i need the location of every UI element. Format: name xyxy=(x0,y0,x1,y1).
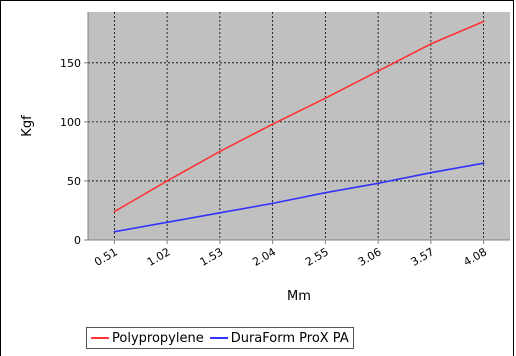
data-point xyxy=(324,97,327,100)
y-tick-label: 100 xyxy=(60,116,81,129)
data-point xyxy=(324,191,327,194)
series-line-duraform xyxy=(114,162,484,233)
y-axis: 0 50 100 150 xyxy=(60,12,89,247)
x-tick-label: 1.53 xyxy=(198,245,226,269)
data-point xyxy=(166,221,168,224)
legend-swatch-duraform xyxy=(209,337,228,339)
plot-area xyxy=(88,12,510,240)
data-point xyxy=(219,212,221,214)
legend: Polypropylene DuraForm ProX PA xyxy=(86,327,354,349)
data-point xyxy=(377,182,379,185)
series-line-polypropylene xyxy=(113,20,484,213)
x-axis-label: Mm xyxy=(287,289,311,304)
data-point xyxy=(482,162,485,165)
data-point xyxy=(430,43,432,45)
x-axis: 0.51 1.02 1.53 2.04 2.55 3.06 3.57 4.08 xyxy=(88,239,510,269)
data-point xyxy=(271,123,274,126)
data-point xyxy=(377,70,379,72)
y-tick-label: 0 xyxy=(74,234,81,247)
legend-swatch-polypropylene xyxy=(91,337,109,339)
legend-label-polypropylene: Polypropylene xyxy=(112,330,204,346)
x-tick-label: 4.08 xyxy=(461,245,489,269)
data-point xyxy=(113,230,116,233)
x-tick-label: 1.02 xyxy=(145,245,173,269)
y-axis-label: Kgf xyxy=(20,115,35,137)
line-chart: 0 50 100 150 0.51 1.02 1.53 2.04 2.55 3.06 3.57 4.… xyxy=(20,12,510,304)
data-point xyxy=(166,180,168,182)
grid-lines xyxy=(88,12,510,241)
x-tick-label: 0.51 xyxy=(92,245,120,269)
data-point xyxy=(430,171,432,174)
legend-label-duraform: DuraForm ProX PA xyxy=(230,330,349,346)
y-tick-label: 150 xyxy=(60,57,81,70)
x-tick-label: 2.04 xyxy=(250,245,278,269)
legend-item-duraform: DuraForm ProX PA xyxy=(209,330,349,346)
x-tick-label: 2.55 xyxy=(303,245,331,269)
data-point xyxy=(271,202,274,205)
series-lines xyxy=(113,20,485,233)
data-point xyxy=(482,20,485,23)
data-point xyxy=(113,210,116,213)
x-tick-label: 3.57 xyxy=(409,245,437,269)
legend-item-polypropylene: Polypropylene xyxy=(91,331,204,346)
x-tick-label: 3.06 xyxy=(356,245,384,269)
data-point xyxy=(219,150,221,153)
y-tick-label: 50 xyxy=(67,175,81,188)
